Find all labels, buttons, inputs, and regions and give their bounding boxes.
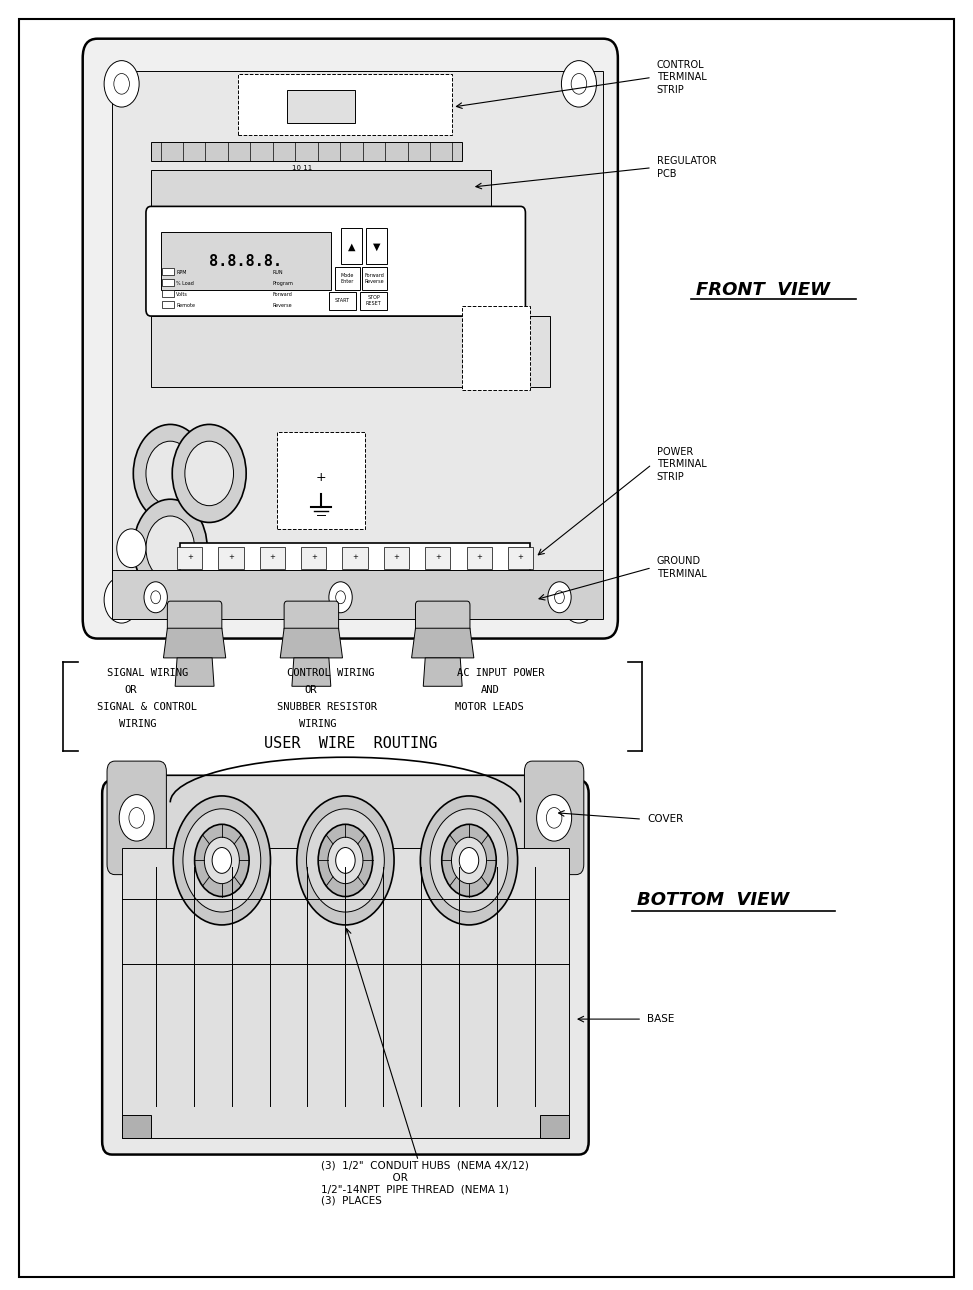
Text: Forward
Reverse: Forward Reverse	[365, 273, 384, 284]
Polygon shape	[280, 628, 342, 658]
Bar	[467, 547, 491, 569]
Circle shape	[104, 577, 139, 623]
Circle shape	[183, 809, 261, 912]
Text: USER  WIRE  ROUTING: USER WIRE ROUTING	[264, 735, 437, 751]
Circle shape	[104, 61, 139, 107]
Text: FRONT  VIEW: FRONT VIEW	[696, 281, 830, 299]
Text: BASE: BASE	[647, 1014, 674, 1024]
Polygon shape	[175, 658, 214, 686]
Text: Volts: Volts	[176, 292, 188, 297]
Circle shape	[537, 795, 572, 841]
FancyBboxPatch shape	[107, 761, 166, 875]
Bar	[462, 306, 530, 390]
Bar	[335, 267, 360, 290]
Circle shape	[555, 591, 564, 604]
Circle shape	[133, 424, 207, 522]
Bar	[425, 547, 450, 569]
Bar	[260, 547, 285, 569]
Bar	[302, 547, 327, 569]
Text: Mode
Enter: Mode Enter	[341, 273, 354, 284]
Text: REGULATOR
PCB: REGULATOR PCB	[657, 156, 716, 179]
Text: CONTROL
TERMINAL
STRIP: CONTROL TERMINAL STRIP	[657, 61, 706, 94]
Text: 8.8.8.8.: 8.8.8.8.	[209, 254, 282, 268]
Text: WIRING: WIRING	[299, 719, 337, 729]
Circle shape	[297, 796, 394, 925]
Bar	[180, 543, 530, 571]
Bar	[161, 232, 331, 290]
Polygon shape	[412, 628, 474, 658]
Text: RUN: RUN	[272, 270, 283, 275]
Text: Reverse: Reverse	[272, 303, 292, 307]
Bar	[151, 170, 491, 206]
Circle shape	[146, 516, 195, 580]
Text: +: +	[310, 555, 317, 560]
FancyBboxPatch shape	[415, 601, 470, 632]
FancyBboxPatch shape	[146, 206, 525, 316]
Circle shape	[451, 837, 486, 884]
Circle shape	[459, 848, 479, 873]
Circle shape	[571, 590, 587, 610]
Circle shape	[195, 824, 249, 897]
Bar	[162, 279, 174, 285]
Circle shape	[420, 796, 518, 925]
Circle shape	[306, 809, 384, 912]
Text: START: START	[335, 298, 350, 303]
Circle shape	[548, 582, 571, 613]
Circle shape	[119, 795, 154, 841]
Text: STOP
RESET: STOP RESET	[366, 295, 381, 306]
Text: % Load: % Load	[176, 281, 194, 285]
Circle shape	[114, 74, 129, 94]
Bar	[151, 316, 550, 387]
Circle shape	[146, 441, 195, 506]
Text: GROUND
TERMINAL: GROUND TERMINAL	[657, 556, 706, 579]
FancyBboxPatch shape	[167, 601, 222, 632]
Circle shape	[318, 824, 373, 897]
Bar	[122, 1115, 151, 1138]
Bar	[508, 547, 533, 569]
Circle shape	[114, 590, 129, 610]
Text: MOTOR LEADS: MOTOR LEADS	[455, 702, 524, 712]
Text: (3)  1/2"  CONDUIT HUBS  (NEMA 4X/12)
                      OR
1/2"-14NPT  PIPE : (3) 1/2" CONDUIT HUBS (NEMA 4X/12) OR 1/…	[321, 1161, 529, 1206]
Text: BOTTOM  VIEW: BOTTOM VIEW	[637, 891, 789, 909]
Circle shape	[128, 808, 144, 828]
Bar	[218, 547, 243, 569]
Circle shape	[336, 848, 355, 873]
Circle shape	[329, 582, 352, 613]
Text: ▲: ▲	[347, 241, 355, 252]
Circle shape	[117, 529, 146, 568]
Bar	[341, 228, 362, 264]
Text: COVER: COVER	[647, 814, 683, 824]
Text: +: +	[393, 555, 400, 560]
Bar	[162, 290, 174, 297]
Bar	[362, 267, 387, 290]
Text: Forward: Forward	[272, 292, 292, 297]
Text: RPM: RPM	[176, 270, 187, 275]
Bar	[329, 292, 356, 310]
Bar	[360, 292, 387, 310]
Text: 10 11: 10 11	[292, 165, 311, 172]
Text: +: +	[352, 555, 358, 560]
FancyBboxPatch shape	[83, 39, 618, 639]
Polygon shape	[423, 658, 462, 686]
Bar	[151, 142, 462, 161]
Bar	[112, 570, 603, 619]
Circle shape	[204, 837, 239, 884]
FancyBboxPatch shape	[129, 775, 561, 864]
FancyBboxPatch shape	[524, 761, 584, 875]
Text: +: +	[270, 555, 275, 560]
Circle shape	[144, 582, 167, 613]
Circle shape	[173, 796, 270, 925]
Circle shape	[430, 809, 508, 912]
Bar	[238, 74, 452, 135]
Bar	[162, 268, 174, 275]
Text: OR: OR	[125, 685, 137, 695]
Polygon shape	[163, 628, 226, 658]
Bar	[162, 301, 174, 307]
Text: +: +	[476, 555, 483, 560]
Text: SIGNAL & CONTROL: SIGNAL & CONTROL	[97, 702, 198, 712]
Circle shape	[185, 441, 234, 506]
Text: +: +	[435, 555, 441, 560]
Circle shape	[561, 61, 596, 107]
Circle shape	[133, 499, 207, 597]
Bar	[122, 848, 569, 1138]
